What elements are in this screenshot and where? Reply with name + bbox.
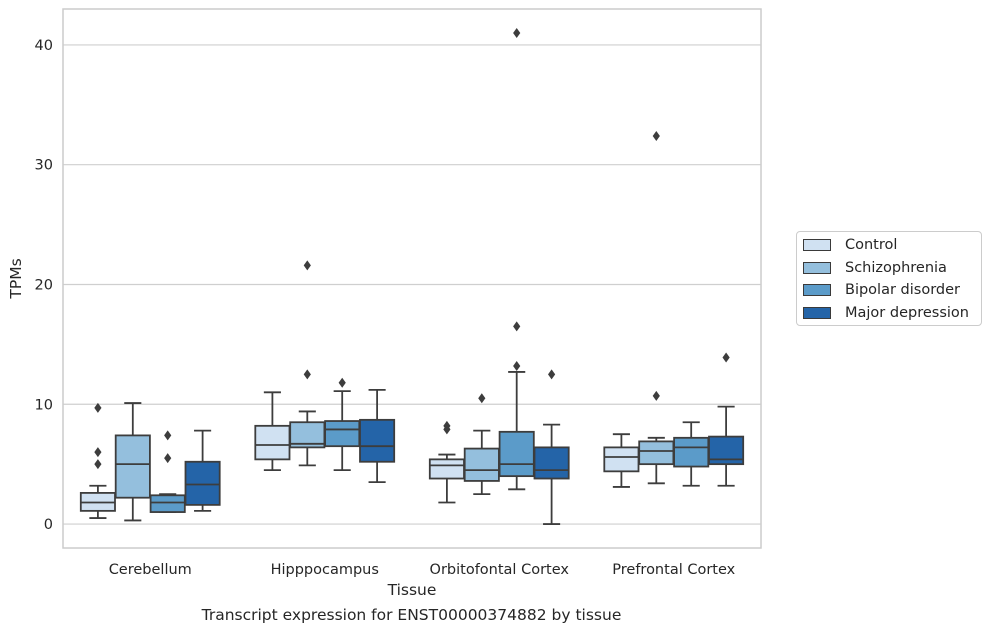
outlier-point (652, 390, 660, 401)
legend-swatch-major-depression (803, 306, 831, 319)
legend-swatch-schizophrenia (803, 261, 831, 274)
box-major-depression-cerebellum (184, 429, 221, 512)
box-schizophrenia-hipppocampus (289, 260, 326, 467)
box-body (638, 440, 675, 466)
box-control-cerebellum (79, 402, 116, 519)
box-body (428, 458, 465, 480)
y-tick-label-40: 40 (35, 38, 53, 54)
box-bipolar-disorder-hipppocampus (324, 377, 361, 472)
x-tick-label-prefrontal-cortex: Prefrontal Cortex (612, 562, 735, 578)
x-tick-label-hipppocampus: Hipppocampus (271, 562, 379, 578)
outlier-point (478, 393, 486, 404)
outlier-point (652, 130, 660, 141)
x-axis-label: Tissue (387, 581, 437, 599)
x-tick-label-cerebellum: Cerebellum (109, 562, 192, 578)
box-bipolar-disorder-cerebellum (149, 430, 186, 513)
box-body (603, 446, 640, 473)
outlier-point (548, 369, 556, 380)
outlier-point (513, 360, 521, 371)
box-schizophrenia-prefrontal-cortex (638, 130, 675, 485)
box-schizophrenia-cerebellum (114, 402, 151, 522)
chart-caption: Transcript expression for ENST0000037488… (201, 606, 622, 624)
outlier-point (94, 459, 102, 470)
box-major-depression-hipppocampus (359, 388, 396, 484)
outlier-point (443, 424, 451, 435)
box-control-hipppocampus (254, 391, 291, 472)
box-body (184, 460, 221, 506)
legend-item-control: Control (803, 235, 897, 255)
outlier-point (513, 27, 521, 38)
outlier-point (303, 260, 311, 271)
box-schizophrenia-orbitofontal-cortex (463, 393, 500, 496)
outlier-point (94, 402, 102, 413)
box-bipolar-disorder-prefrontal-cortex (673, 421, 710, 487)
legend-item-schizophrenia: Schizophrenia (803, 258, 947, 278)
y-tick-label-20: 20 (35, 277, 53, 293)
outlier-point (338, 377, 346, 388)
box-major-depression-prefrontal-cortex (708, 352, 745, 487)
outlier-point (94, 447, 102, 458)
box-bipolar-disorder-orbitofontal-cortex (498, 27, 535, 491)
box-control-orbitofontal-cortex (428, 420, 465, 504)
box-body (114, 434, 151, 499)
outlier-point (164, 430, 172, 441)
outlier-point (164, 453, 172, 464)
legend-label-major-depression: Major depression (845, 304, 969, 321)
legend-label-control: Control (845, 237, 898, 253)
y-axis-label: TPMs (7, 258, 25, 299)
box-body (673, 436, 710, 468)
box-body (533, 446, 570, 480)
box-body (359, 418, 396, 463)
y-tick-label-30: 30 (35, 158, 53, 174)
legend-swatch-control (803, 239, 831, 251)
box-body (463, 447, 500, 482)
box-control-prefrontal-cortex (603, 433, 640, 488)
legend-label-schizophrenia: Schizophrenia (845, 259, 947, 276)
y-tick-label-0: 0 (44, 517, 53, 533)
box-body (149, 494, 186, 513)
box-body (498, 430, 535, 478)
legend-label-bipolar-disorder: Bipolar disorder (845, 282, 960, 298)
outlier-point (722, 352, 730, 363)
y-tick-label-10: 10 (35, 397, 53, 413)
x-tick-label-orbitofontal-cortex: Orbitofontal Cortex (430, 562, 570, 578)
plot-frame (62, 8, 762, 549)
legend-item-major-depression: Major depression (803, 303, 969, 323)
outlier-point (303, 369, 311, 380)
outlier-point (513, 321, 521, 332)
legend: Control Schizophrenia Bipolar disorder M… (796, 231, 982, 326)
box-major-depression-orbitofontal-cortex (533, 369, 570, 525)
box-body (324, 420, 361, 448)
box-body (254, 424, 291, 461)
legend-swatch-bipolar-disorder (803, 284, 831, 296)
legend-item-bipolar-disorder: Bipolar disorder (803, 280, 960, 300)
